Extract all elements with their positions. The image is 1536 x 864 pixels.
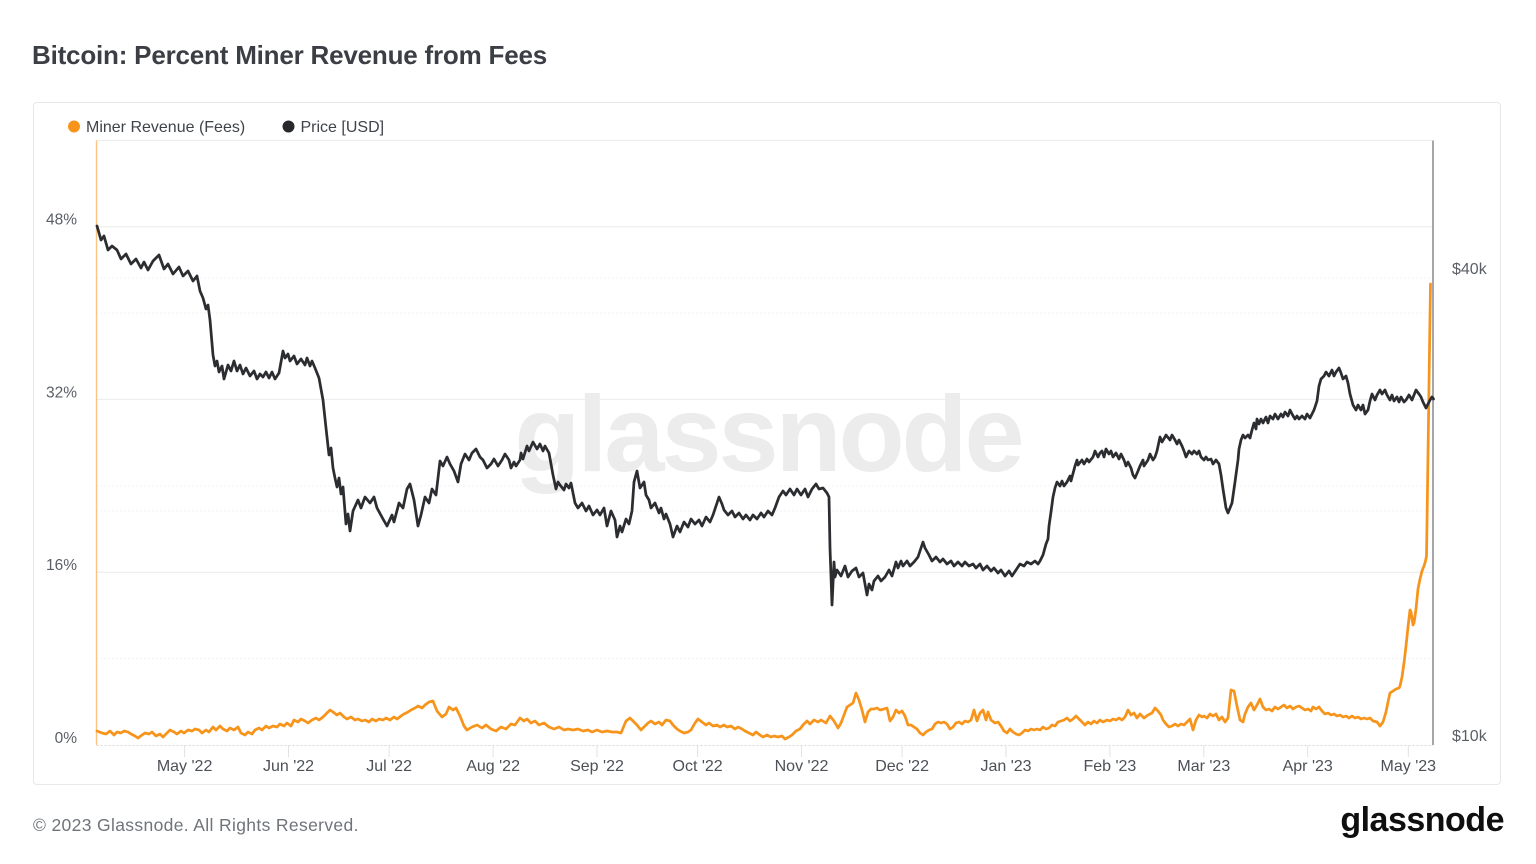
svg-text:May '23: May '23 — [1381, 758, 1437, 775]
svg-text:Price [USD]: Price [USD] — [301, 119, 385, 136]
svg-text:Jun '22: Jun '22 — [263, 758, 314, 775]
svg-text:glassnode: glassnode — [514, 373, 1021, 494]
svg-text:Aug '22: Aug '22 — [466, 758, 520, 775]
svg-text:$40k: $40k — [1452, 261, 1488, 278]
svg-text:Mar '23: Mar '23 — [1177, 758, 1230, 775]
svg-text:Feb '23: Feb '23 — [1083, 758, 1136, 775]
svg-text:Oct '22: Oct '22 — [673, 758, 723, 775]
svg-text:16%: 16% — [46, 557, 77, 574]
svg-text:Dec '22: Dec '22 — [875, 758, 929, 775]
svg-text:Miner Revenue (Fees): Miner Revenue (Fees) — [86, 119, 245, 136]
svg-text:Jul '22: Jul '22 — [366, 758, 412, 775]
svg-text:Apr '23: Apr '23 — [1283, 758, 1333, 775]
svg-text:$10k: $10k — [1452, 728, 1488, 745]
svg-text:May '22: May '22 — [157, 758, 213, 775]
svg-text:32%: 32% — [46, 384, 77, 401]
svg-text:Sep '22: Sep '22 — [570, 758, 624, 775]
svg-text:0%: 0% — [55, 730, 78, 747]
svg-text:Nov '22: Nov '22 — [775, 758, 829, 775]
svg-text:Jan '23: Jan '23 — [980, 758, 1031, 775]
svg-text:48%: 48% — [46, 212, 77, 229]
